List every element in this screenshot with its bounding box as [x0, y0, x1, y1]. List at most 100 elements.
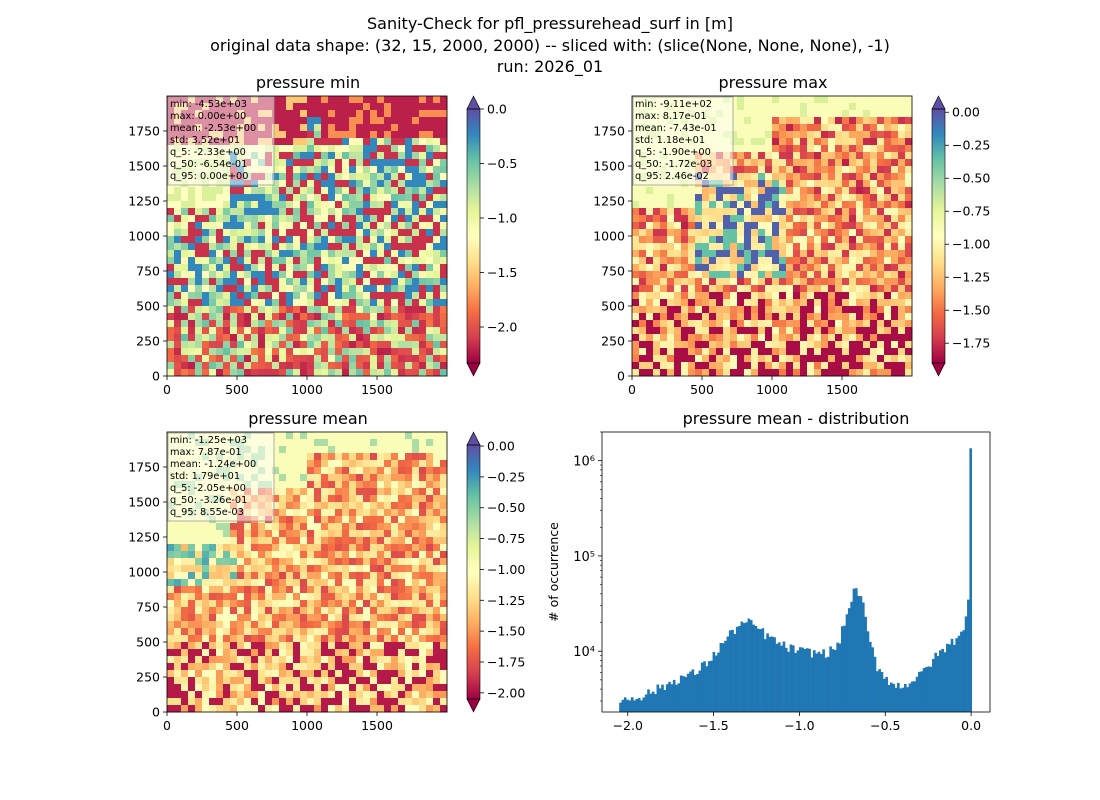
- heatmap-cell: [695, 250, 703, 258]
- heatmap-cell: [230, 257, 238, 265]
- heatmap-cell: [279, 250, 287, 258]
- heatmap-cell: [702, 369, 710, 377]
- heatmap-cell: [377, 257, 385, 265]
- heatmap-cell: [335, 453, 343, 461]
- heatmap-cell: [758, 180, 766, 188]
- heatmap-cell: [377, 194, 385, 202]
- heatmap-cell: [342, 530, 350, 538]
- heatmap-cell: [786, 180, 794, 188]
- heatmap-cell: [272, 208, 280, 216]
- heatmap-cell: [244, 362, 252, 370]
- heatmap-cell: [230, 285, 238, 293]
- heatmap-cell: [412, 369, 420, 377]
- heatmap-cell: [391, 621, 399, 629]
- heatmap-cell: [905, 292, 913, 300]
- heatmap-cell: [286, 166, 294, 174]
- heatmap-cell: [279, 502, 287, 510]
- heatmap-cell: [751, 334, 759, 342]
- heatmap-cell: [314, 306, 322, 314]
- heatmap-cell: [335, 474, 343, 482]
- heatmap-cell: [349, 509, 357, 517]
- heatmap-cell: [265, 642, 273, 650]
- heatmap-cell: [342, 586, 350, 594]
- heatmap-cell: [779, 208, 787, 216]
- heatmap-cell: [398, 530, 406, 538]
- heatmap-cell: [335, 173, 343, 181]
- heatmap-cell: [653, 313, 661, 321]
- heatmap-cell: [251, 670, 259, 678]
- heatmap-cell: [426, 131, 434, 139]
- heatmap-cell: [328, 96, 336, 104]
- heatmap-cell: [307, 537, 315, 545]
- colorbar-pressure-min: 0.0−0.5−1.0−1.5−2.0: [466, 95, 517, 377]
- heatmap-cell: [716, 250, 724, 258]
- heatmap-cell: [307, 138, 315, 146]
- heatmap-cell: [230, 250, 238, 258]
- heatmap-cell: [730, 222, 738, 230]
- heatmap-cell: [293, 509, 301, 517]
- heatmap-cell: [377, 572, 385, 580]
- heatmap-cell: [898, 173, 906, 181]
- heatmap-cell: [779, 348, 787, 356]
- heatmap-cell: [265, 684, 273, 692]
- heatmap-cell: [440, 264, 448, 272]
- heatmap-cell: [321, 271, 329, 279]
- heatmap-cell: [884, 348, 892, 356]
- heatmap-cell: [758, 306, 766, 314]
- heatmap-cell: [440, 705, 448, 713]
- heatmap-cell: [800, 110, 808, 118]
- heatmap-cell: [702, 222, 710, 230]
- heatmap-cell: [314, 278, 322, 286]
- heatmap-cell: [370, 243, 378, 251]
- heatmap-cell: [842, 313, 850, 321]
- heatmap-cell: [328, 663, 336, 671]
- heatmap-cell: [356, 677, 364, 685]
- heatmap-cell: [167, 614, 175, 622]
- heatmap-cell: [321, 194, 329, 202]
- heatmap-cell: [412, 124, 420, 132]
- heatmap-cell: [898, 285, 906, 293]
- heatmap-cell: [286, 341, 294, 349]
- heatmap-cell: [321, 565, 329, 573]
- heatmap-cell: [800, 166, 808, 174]
- heatmap-cell: [314, 516, 322, 524]
- heatmap-cell: [751, 229, 759, 237]
- heatmap-cell: [328, 523, 336, 531]
- heatmap-cell: [730, 215, 738, 223]
- heatmap-cell: [363, 705, 371, 713]
- heatmap-cell: [426, 215, 434, 223]
- heatmap-cell: [202, 551, 210, 559]
- heatmap-cell: [167, 348, 175, 356]
- heatmap-cell: [377, 537, 385, 545]
- heatmap-cell: [814, 271, 822, 279]
- heatmap-cell: [653, 222, 661, 230]
- y-tick-label: 1250: [128, 194, 160, 209]
- heatmap-cell: [695, 313, 703, 321]
- heatmap-cell: [321, 117, 329, 125]
- heatmap-cell: [800, 152, 808, 160]
- heatmap-cell: [279, 187, 287, 195]
- heatmap-cell: [779, 166, 787, 174]
- heatmap-cell: [286, 236, 294, 244]
- heatmap-cell: [188, 327, 196, 335]
- heatmap-cell: [667, 327, 675, 335]
- heatmap-cell: [730, 201, 738, 209]
- heatmap-cell: [244, 537, 252, 545]
- heatmap-cell: [279, 138, 287, 146]
- heatmap-cell: [244, 264, 252, 272]
- heatmap-cell: [349, 222, 357, 230]
- heatmap-cell: [800, 187, 808, 195]
- heatmap-cell: [391, 292, 399, 300]
- heatmap-cell: [870, 131, 878, 139]
- heatmap-cell: [751, 187, 759, 195]
- heatmap-cell: [370, 551, 378, 559]
- heatmap-cell: [230, 222, 238, 230]
- heatmap-cell: [216, 313, 224, 321]
- heatmap-cell: [391, 705, 399, 713]
- heatmap-cell: [405, 600, 413, 608]
- heatmap-cell: [363, 698, 371, 706]
- heatmap-cell: [646, 299, 654, 307]
- heatmap-cell: [167, 271, 175, 279]
- heatmap-cell: [419, 474, 427, 482]
- heatmap-cell: [730, 257, 738, 265]
